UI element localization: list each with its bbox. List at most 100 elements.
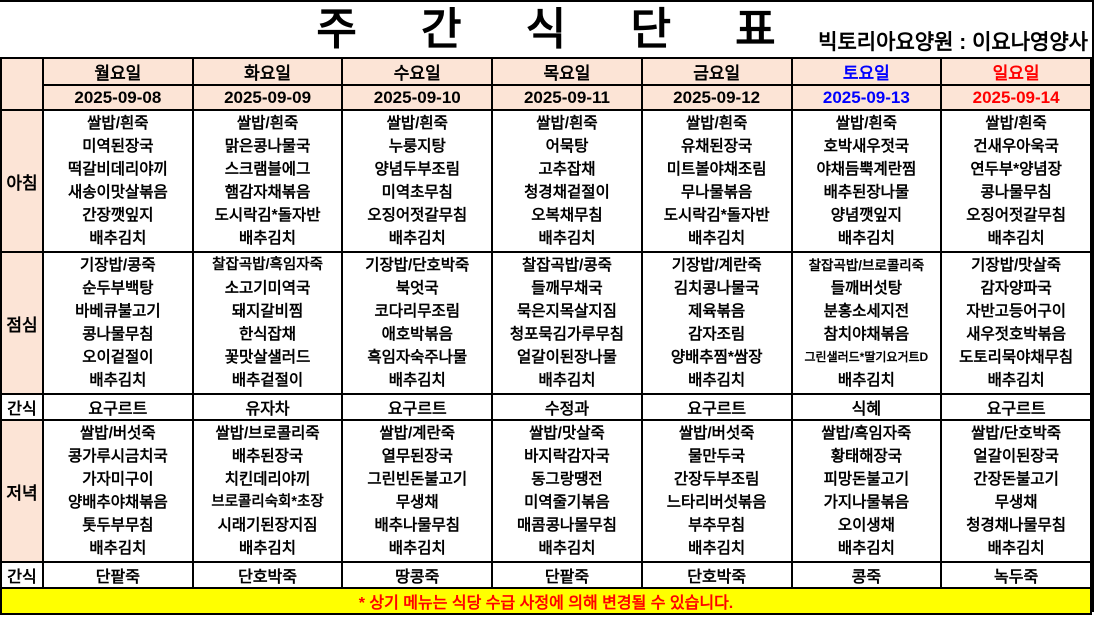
menu-item: 배추김치	[987, 540, 1045, 557]
menu-item: 오이생채	[837, 517, 895, 534]
menu-item: 배추겉절이	[231, 372, 304, 389]
menu-item: 도시락김*돌자반	[663, 207, 770, 224]
meal-cell: 쌀밥/맛살죽 바지락감자국 동그랑땡전 미역줄기볶음 매콤콩나물무침 배추김치	[491, 419, 643, 563]
menu-item: 기장밥/맛살죽	[971, 257, 1062, 274]
menu-item: 톳두부무침	[82, 517, 154, 534]
date-cell: 2025-09-13	[790, 84, 943, 111]
snack-cell: 요구르트	[42, 393, 194, 421]
meal-cell: 쌀밥/흰죽 건새우아욱국 연두부*양념장 콩나물무침 오징어젓갈무침 배추김치	[940, 109, 1092, 253]
menu-item: 코다리무조림	[374, 303, 461, 320]
menu-item: 배추김치	[987, 230, 1045, 247]
section-label: 아침	[0, 109, 44, 253]
menu-item: 쌀밥/단호박죽	[971, 425, 1062, 442]
menu-item: 동그랑땡전	[531, 471, 603, 488]
meal-cell: 쌀밥/흰죽 유채된장국 미트볼야채조림 무나물볶음 도시락김*돌자반 배추김치	[640, 109, 793, 253]
menu-item: 배추된장국	[231, 448, 304, 465]
menu-item: 미역된장국	[82, 138, 154, 155]
menu-item: 그린샐러드*딸기요거트D	[804, 350, 929, 364]
menu-item: 양념깻잎지	[830, 207, 903, 224]
menu-item: 스크램블에그	[224, 161, 311, 178]
meal-cell: 쌀밥/단호박죽 얼갈이된장국 간장돈불고기 무생채 청경채나물무침 배추김치	[940, 419, 1092, 563]
menu-item: 배추김치	[538, 540, 596, 557]
menu-item: 쌀밥/흰죽	[835, 115, 898, 132]
menu-item: 배추김치	[388, 230, 446, 247]
menu-item: 들깨버섯탕	[830, 280, 903, 297]
menu-item: 양배추야채볶음	[67, 494, 168, 511]
menu-item: 어묵탕	[545, 138, 589, 155]
menu-item: 쌀밥/흰죽	[536, 115, 598, 132]
date-cell: 2025-09-09	[191, 84, 344, 111]
menu-item: 미역줄기볶음	[524, 494, 610, 511]
menu-item: 한식잡채	[239, 326, 297, 343]
meal-cell: 찰잡곡밥/흑임자죽 소고기미역국 돼지갈비찜 한식잡채 꽃맛살샐러드 배추겉절이	[191, 251, 344, 395]
section-row-meal-0: 아침 쌀밥/흰죽 미역된장국 떡갈비데리야끼 새송이맛살볶음 간장깻잎지 배추김치 쌀밥/흰죽…	[0, 109, 1092, 253]
menu-item: 소고기미역국	[224, 280, 311, 297]
menu-item: 배추김치	[987, 372, 1045, 389]
menu-item: 묵은지목살지짐	[517, 303, 617, 320]
menu-item: 배추김치	[688, 372, 746, 389]
snack-cell: 콩죽	[790, 561, 943, 589]
menu-item: 바베큐불고기	[75, 303, 161, 320]
menu-item: 배추김치	[89, 372, 147, 389]
meal-cell: 쌀밥/흰죽 맑은콩나물국 스크램블에그 햄감자채볶음 도시락김*돌자반 배추김치	[191, 109, 344, 253]
menu-item: 연두부*양념장	[970, 161, 1062, 178]
menu-item: 브로콜리숙회*초장	[211, 494, 324, 510]
menu-item: 기장밥/단호박죽	[365, 257, 470, 274]
snack-cell: 땅콩죽	[341, 561, 494, 589]
menu-item: 열무된장국	[381, 448, 453, 465]
menu-item: 쌀밥/흰죽	[985, 115, 1047, 132]
menu-item: 바지락감자국	[524, 448, 610, 465]
menu-item: 쌀밥/계란죽	[379, 425, 456, 442]
menu-item: 치킨데리야끼	[224, 471, 311, 488]
title-bar: 주 간 식 단 표 빅토리아요양원 : 이요나영양사	[0, 2, 1092, 57]
menu-item: 건새우아욱국	[973, 138, 1059, 155]
menu-item: 배추김치	[89, 230, 147, 247]
menu-item: 배추김치	[837, 230, 895, 247]
menu-item: 얼갈이된장나물	[517, 349, 617, 366]
menu-item: 유채된장국	[681, 138, 753, 155]
menu-item: 새우젓호박볶음	[966, 326, 1067, 343]
footer-notice: * 상기 메뉴는 식당 수급 사정에 의해 변경될 수 있습니다.	[0, 587, 1092, 615]
day-header: 금요일	[640, 57, 793, 86]
menu-item: 무나물볶음	[681, 184, 753, 201]
menu-item: 김치콩나물국	[673, 280, 760, 297]
menu-item: 배추된장나물	[823, 184, 910, 201]
menu-item: 찰잡곡밥/콩죽	[522, 257, 612, 274]
date-cell: 2025-09-08	[42, 84, 194, 111]
menu-item: 얼갈이된장국	[973, 448, 1059, 465]
menu-item: 맑은콩나물국	[224, 138, 311, 155]
menu-item: 기장밥/계란죽	[671, 257, 762, 274]
snack-cell: 식혜	[790, 393, 943, 421]
section-row-meal-3: 저녁 쌀밥/버섯죽 콩가루시금치국 가자미구이 양배추야채볶음 톳두부무침 배추김치 쌀밥/브…	[0, 419, 1092, 563]
meal-cell: 쌀밥/버섯죽 물만두국 간장두부조림 느타리버섯볶음 부추무침 배추김치	[640, 419, 793, 563]
menu-item: 참치야채볶음	[823, 326, 910, 343]
menu-item: 새송이맛살볶음	[67, 184, 168, 201]
menu-item: 쌀밥/버섯죽	[80, 425, 156, 442]
date-cell: 2025-09-14	[940, 84, 1092, 111]
menu-item: 배추나물무침	[374, 517, 461, 534]
menu-item: 가지나물볶음	[823, 494, 910, 511]
menu-item: 순두부백탕	[82, 280, 154, 297]
meal-cell: 쌀밥/계란죽 열무된장국 그린빈돈불고기 무생채 배추나물무침 배추김치	[341, 419, 494, 563]
date-cell: 2025-09-12	[640, 84, 793, 111]
menu-item: 쌀밥/흰죽	[685, 115, 748, 132]
menu-item: 흑임자숙주나물	[367, 349, 468, 366]
menu-item: 쌀밥/흰죽	[236, 115, 299, 132]
menu-item: 양념두부조림	[374, 161, 461, 178]
menu-item: 제육볶음	[688, 303, 746, 320]
menu-item: 양배추찜*쌈장	[670, 349, 763, 366]
menu-item: 피망돈불고기	[823, 471, 910, 488]
menu-item: 기장밥/콩죽	[80, 257, 156, 274]
menu-item: 배추김치	[89, 540, 147, 557]
menu-item: 황태해장국	[830, 448, 903, 465]
menu-item: 콩가루시금치국	[67, 448, 168, 465]
section-label: 저녁	[0, 419, 44, 563]
footer-notice-row: * 상기 메뉴는 식당 수급 사정에 의해 변경될 수 있습니다.	[0, 587, 1092, 615]
menu-item: 무생채	[994, 494, 1038, 511]
day-header: 일요일	[940, 57, 1092, 86]
menu-item: 찰잡곡밥/흑임자죽	[212, 257, 323, 273]
snack-cell: 단팥죽	[491, 561, 643, 589]
day-header-row: 월요일 화요일 수요일 목요일 금요일 토요일 일요일	[0, 57, 1092, 111]
meal-cell: 쌀밥/버섯죽 콩가루시금치국 가자미구이 양배추야채볶음 톳두부무침 배추김치	[42, 419, 194, 563]
menu-item: 오징어젓갈무침	[367, 207, 468, 224]
